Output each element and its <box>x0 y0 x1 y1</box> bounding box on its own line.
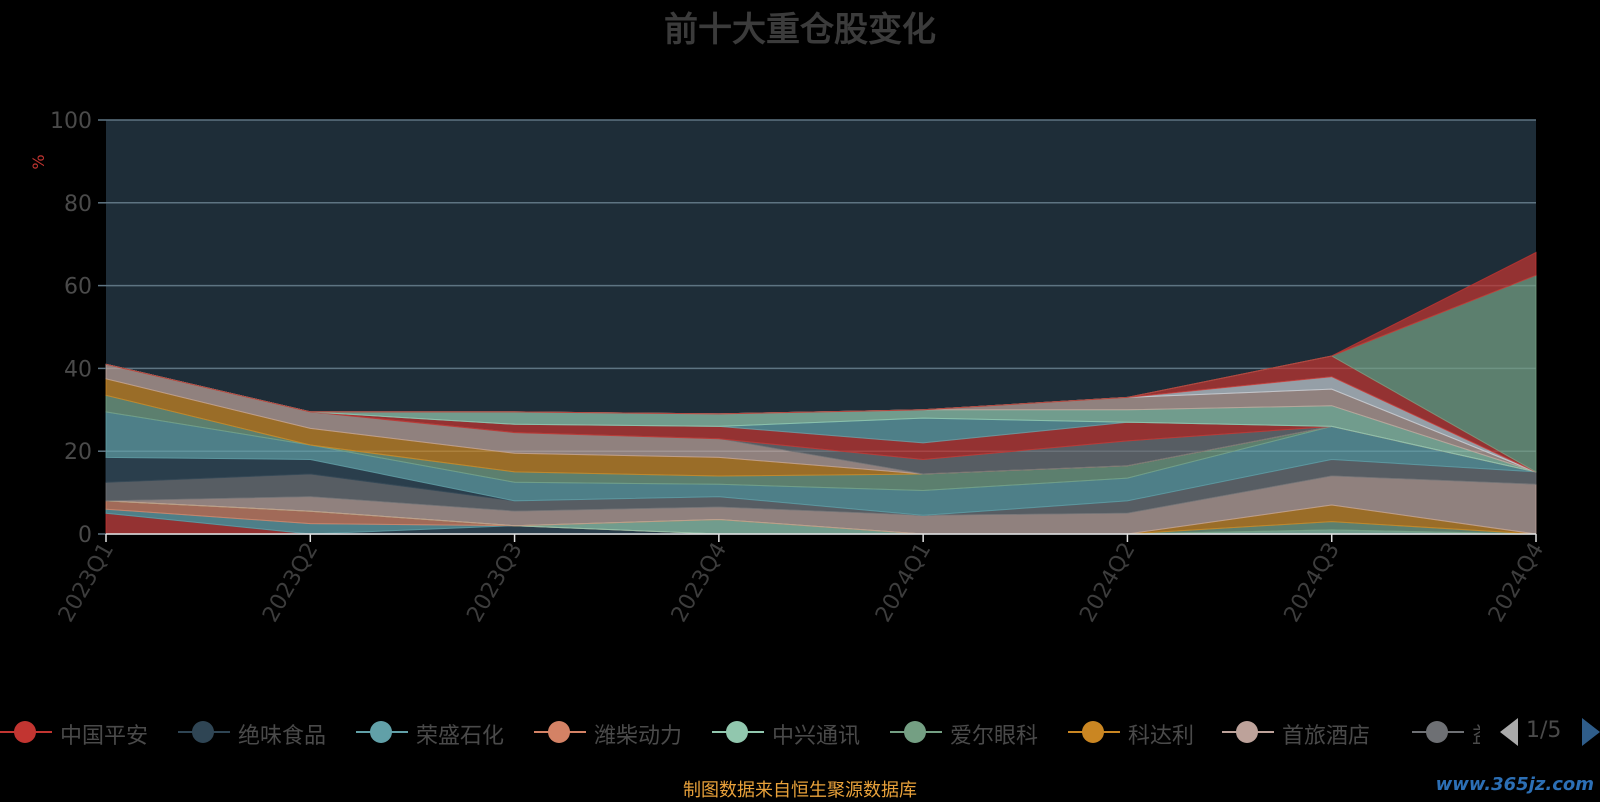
legend-label: 绝味食品 <box>238 724 327 749</box>
legend-marker-icon <box>14 721 36 743</box>
chart-title: 前十大重仓股变化 <box>664 10 936 50</box>
x-tick-label: 2023Q2 <box>258 539 323 627</box>
legend-item[interactable]: 中兴通讯 <box>712 712 890 752</box>
x-tick-label: 2024Q1 <box>871 539 936 627</box>
source-note: 制图数据来自恒生聚源数据库 <box>683 780 917 801</box>
legend-item[interactable]: 荣盛石化 <box>356 712 534 752</box>
legend-item[interactable]: 中国平安 <box>0 712 178 752</box>
legend-label: 爱尔眼科 <box>950 724 1039 749</box>
legend-marker-icon <box>1082 721 1104 743</box>
y-axis-label: % <box>29 154 48 169</box>
y-tick-label: 100 <box>50 109 92 134</box>
legend-item[interactable]: 爱尔眼科 <box>890 712 1068 752</box>
x-tick-label: 2023Q4 <box>667 539 732 627</box>
legend-label: 荣盛石化 <box>416 724 505 749</box>
y-axis-ticks: 0 20 40 60 80 100 <box>50 109 106 548</box>
y-tick-label: 80 <box>64 192 92 217</box>
legend-label: 中兴通讯 <box>772 724 861 749</box>
legend-marker-icon <box>726 721 748 743</box>
legend-page-indicator: 1/5 <box>1526 718 1562 743</box>
legend-marker-icon <box>904 721 926 743</box>
legend-label: 科达利 <box>1128 724 1195 749</box>
legend-marker-icon <box>192 721 214 743</box>
legend-marker-icon <box>1236 721 1258 743</box>
legend-label: 益丰药房 <box>1472 718 1480 750</box>
legend-label: 潍柴动力 <box>594 724 683 749</box>
x-tick-label: 2024Q4 <box>1484 539 1549 627</box>
legend-item[interactable]: 益丰药房 <box>1412 712 1480 752</box>
x-tick-label: 2024Q3 <box>1280 539 1345 627</box>
legend-label: 首旅酒店 <box>1282 724 1371 749</box>
legend-marker-icon <box>1426 721 1448 743</box>
x-tick-label: 2024Q2 <box>1075 539 1140 627</box>
y-tick-label: 20 <box>64 440 92 465</box>
legend-item[interactable]: 科达利 <box>1068 712 1222 752</box>
y-tick-label: 40 <box>64 357 92 382</box>
x-tick-label: 2023Q1 <box>54 539 119 627</box>
y-tick-label: 60 <box>64 275 92 300</box>
watermark: www.365jz.com <box>1435 774 1594 795</box>
legend-marker-icon <box>548 721 570 743</box>
legend-label: 中国平安 <box>60 724 149 749</box>
legend-pager: 1/5 <box>1500 716 1600 752</box>
legend-item[interactable]: 首旅酒店 <box>1222 712 1412 752</box>
area-series-22[interactable] <box>105 251 1537 415</box>
x-axis-ticks: 2023Q1 2023Q2 2023Q3 2023Q4 2024Q1 2024Q2 2024… <box>54 533 1549 627</box>
legend-prev-arrow-icon[interactable] <box>1500 718 1518 746</box>
legend: 中国平安 绝味食品 荣盛石化 潍柴动力 中兴通讯 爱尔眼科 科达利 首旅酒店 益丰药房 <box>0 712 1480 752</box>
legend-item[interactable]: 潍柴动力 <box>534 712 712 752</box>
legend-marker-icon <box>370 721 392 743</box>
legend-item[interactable]: 绝味食品 <box>178 712 356 752</box>
x-tick-label: 2023Q3 <box>462 539 527 627</box>
legend-next-arrow-icon[interactable] <box>1582 718 1600 746</box>
y-tick-label: 0 <box>78 523 92 548</box>
